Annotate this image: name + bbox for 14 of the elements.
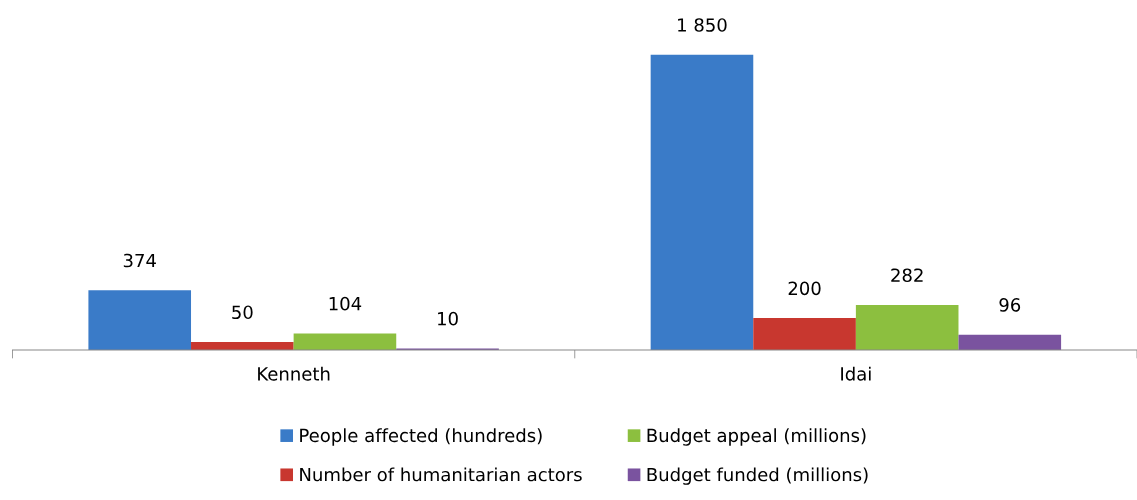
legend-label: Budget funded (millions) xyxy=(647,467,868,485)
data-label: 282 xyxy=(891,268,923,283)
data-label: 374 xyxy=(123,253,156,268)
data-label: 96 xyxy=(999,298,1021,312)
data-label: 1 850 xyxy=(678,18,727,32)
legend-label: Budget appeal (millions) xyxy=(647,428,866,446)
data-label: 200 xyxy=(788,281,821,296)
x-tick-label: Idai xyxy=(841,366,871,381)
data-label: 50 xyxy=(232,305,253,320)
x-tick-label: Kenneth xyxy=(258,366,330,381)
data-label: 104 xyxy=(329,296,362,311)
data-label: 10 xyxy=(438,311,458,326)
legend-label: People affected (hundreds) xyxy=(300,428,542,446)
legend-label: Number of humanitarian actors xyxy=(300,467,582,482)
